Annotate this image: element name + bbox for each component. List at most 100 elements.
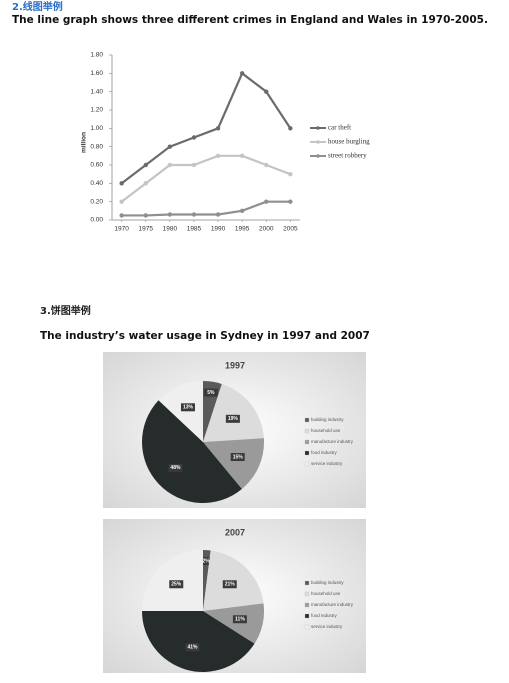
data-point: [288, 126, 293, 131]
x-tick-label: 1980: [163, 226, 178, 233]
data-point: [264, 162, 269, 168]
value-label: 2%: [203, 558, 211, 564]
y-axis-label: million: [81, 132, 88, 153]
legend-label: car theft: [328, 124, 351, 132]
data-point: [264, 89, 269, 94]
value-label-box: [180, 403, 195, 412]
data-point: [191, 212, 197, 217]
legend-swatch: [316, 154, 320, 158]
data-point: [239, 208, 245, 214]
legend-swatch: [304, 624, 310, 630]
y-tick-label: 1.00: [90, 125, 103, 132]
data-point: [215, 153, 221, 159]
legend-swatch: [304, 580, 310, 586]
legend-swatch: [304, 417, 310, 423]
value-label: 5%: [207, 390, 215, 396]
data-point: [288, 199, 293, 204]
data-point: [119, 199, 124, 204]
pie-slice: [142, 611, 255, 672]
legend-swatch: [304, 450, 310, 456]
x-tick-label: 1995: [235, 226, 250, 233]
data-point: [239, 153, 245, 159]
legend-swatch: [304, 428, 310, 434]
section-heading: 3.饼图举例: [40, 304, 91, 317]
x-tick-label: 1990: [211, 226, 226, 233]
section-caption: The line graph shows three different cri…: [12, 14, 488, 26]
section-heading: 2.线图举例: [12, 0, 63, 13]
value-label-box: [168, 463, 183, 472]
legend-label: manufacture industry: [311, 602, 354, 607]
pie-slice: [158, 381, 203, 442]
data-point: [191, 135, 197, 140]
y-tick-label: 0.20: [90, 198, 103, 205]
y-tick-label: 1.80: [90, 52, 103, 59]
legend-label: household use: [311, 591, 341, 596]
pie-slice: [203, 383, 264, 442]
value-label-box: [185, 643, 200, 652]
y-tick-label: 0.80: [90, 143, 103, 150]
x-tick-label: 1975: [139, 226, 154, 233]
value-label: 21%: [225, 582, 236, 588]
legend-label: food industry: [311, 613, 338, 618]
value-label: 25%: [171, 582, 182, 588]
pie-slice: [203, 549, 211, 611]
data-point: [143, 213, 148, 218]
x-tick-label: 2005: [283, 226, 298, 233]
legend-label: service industry: [311, 624, 343, 629]
chart-title: 1997: [225, 360, 245, 370]
data-point: [119, 213, 124, 218]
x-tick-label: 1985: [187, 226, 202, 233]
data-point: [191, 162, 197, 168]
value-label-box: [203, 388, 218, 397]
y-tick-label: 1.60: [90, 70, 103, 77]
data-point: [239, 71, 245, 76]
pie-slice: [142, 400, 242, 503]
legend-label: house burgling: [328, 138, 370, 146]
legend-swatch: [304, 461, 310, 467]
legend-label: household use: [311, 428, 341, 433]
series-line: [121, 200, 291, 217]
legend-label: food industry: [311, 450, 338, 455]
legend-swatch: [304, 439, 310, 445]
value-label: 41%: [187, 645, 198, 651]
legend-label: street robbery: [328, 152, 367, 160]
data-point: [143, 181, 148, 186]
value-label: 13%: [183, 405, 194, 411]
data-point: [215, 126, 221, 131]
data-point: [288, 171, 293, 177]
legend-label: service industry: [311, 461, 343, 466]
legend-label: building industry: [311, 580, 344, 585]
data-point: [119, 181, 124, 186]
legend-label: manufacture industry: [311, 439, 354, 444]
legend-swatch: [304, 591, 310, 597]
data-point: [167, 162, 173, 168]
legend-swatch: [316, 140, 320, 144]
chart-title: 2007: [225, 527, 245, 537]
value-label: 11%: [235, 617, 245, 623]
legend-swatch: [304, 602, 310, 608]
value-label: 15%: [233, 454, 244, 460]
series-line: [120, 154, 291, 203]
value-label-box: [225, 414, 240, 423]
value-label-box: [199, 557, 214, 566]
pie-slice: [203, 438, 264, 490]
value-label-box: [232, 615, 247, 624]
x-tick-label: 1970: [114, 226, 129, 233]
value-label: 19%: [228, 416, 239, 422]
pie-slice: [203, 603, 264, 644]
value-label-box: [222, 580, 237, 589]
legend-swatch: [316, 126, 320, 130]
value-label-box: [169, 580, 184, 589]
x-tick-label: 2000: [259, 226, 274, 233]
y-tick-label: 0.60: [90, 162, 103, 169]
y-tick-label: 1.40: [90, 88, 103, 95]
legend-label: building industry: [311, 417, 344, 422]
data-point: [167, 212, 173, 217]
data-point: [215, 212, 221, 217]
data-point: [143, 162, 148, 168]
data-point: [264, 199, 269, 204]
legend-swatch: [304, 613, 310, 619]
section-caption: The industry’s water usage in Sydney in …: [40, 330, 370, 342]
